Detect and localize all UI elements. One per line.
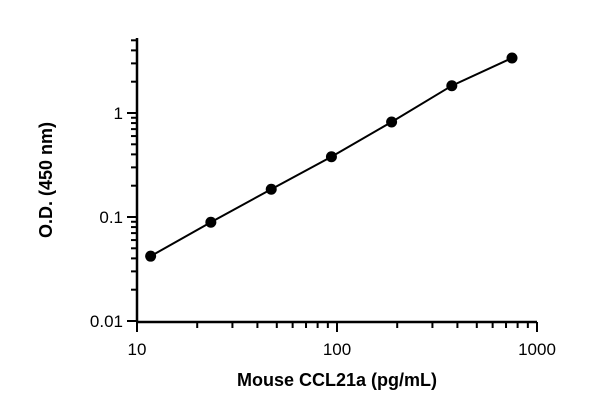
data-point [386,116,398,128]
data-point [145,250,157,262]
data-point [325,151,337,163]
data-point [446,80,458,92]
x-tick-label: 10 [128,340,147,359]
y-axis-title: O.D. (450 nm) [36,122,56,238]
data-point [506,52,518,64]
x-tick-label: 1000 [518,340,556,359]
data-point [205,216,217,228]
data-point [265,183,277,195]
y-tick-label: 1 [114,104,123,123]
x-tick-label: 100 [323,340,351,359]
x-ticks: 10 100 1000 [128,322,556,359]
axes [135,38,537,324]
x-axis-title: Mouse CCL21a (pg/mL) [237,370,437,390]
y-ticks: 0.01 0.1 1 [90,39,137,331]
y-tick-label: 0.01 [90,312,123,331]
plot-area [145,52,518,262]
y-tick-label: 0.1 [99,208,123,227]
